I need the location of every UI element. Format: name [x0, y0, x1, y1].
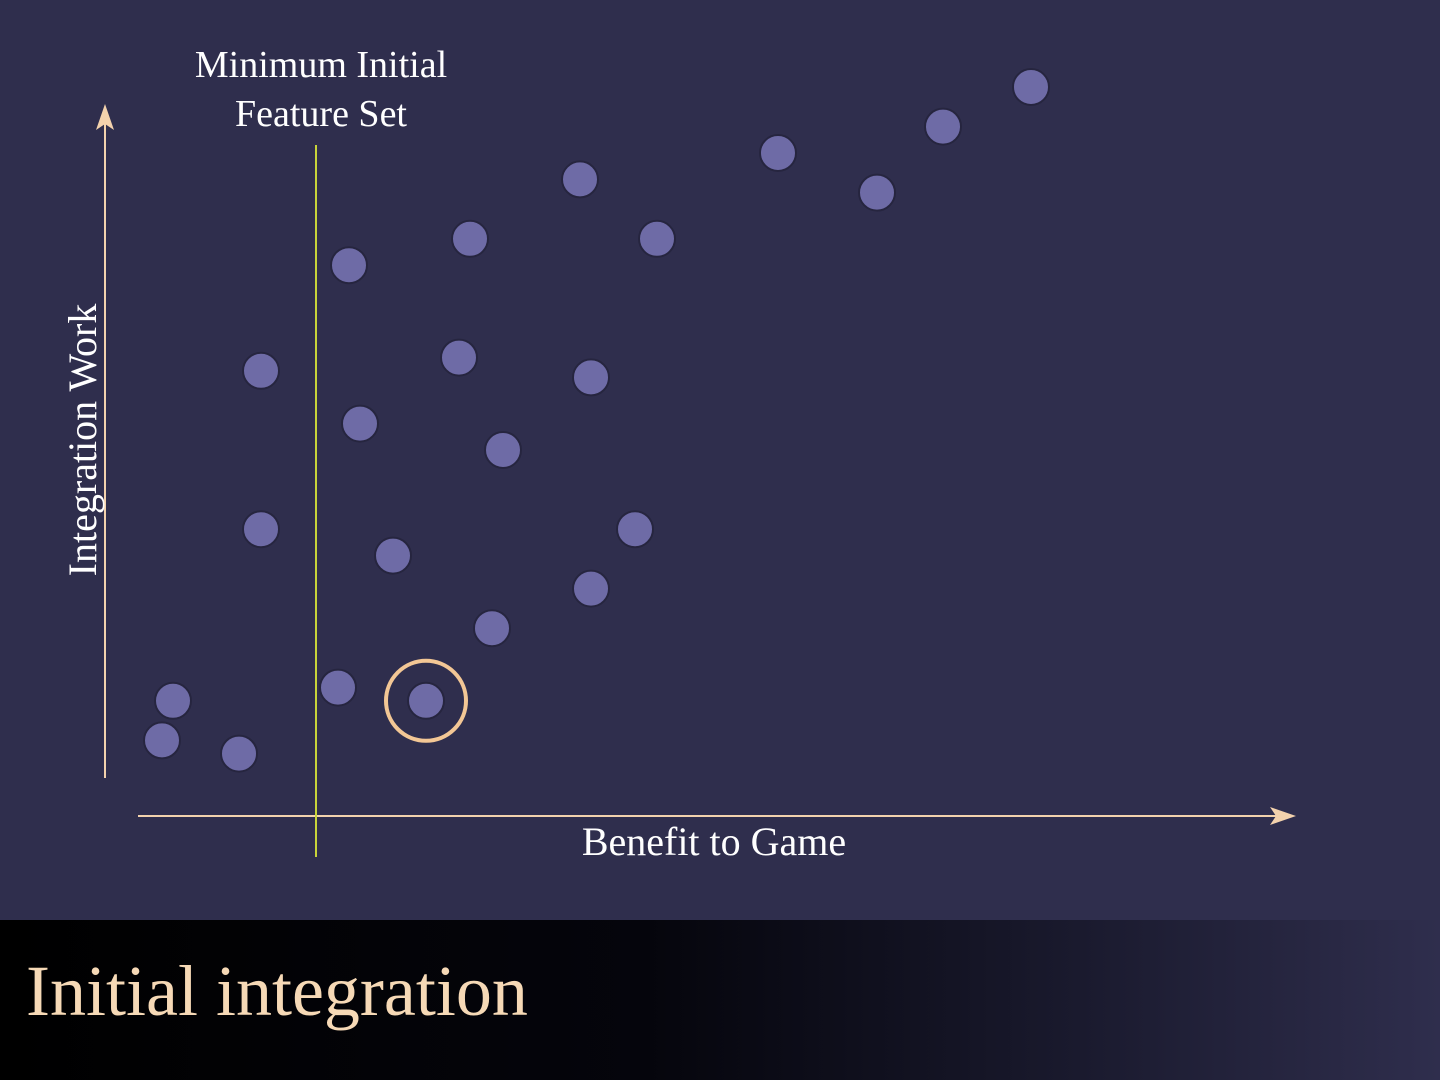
data-point [319, 668, 357, 707]
data-point [858, 173, 896, 212]
data-point [374, 536, 412, 575]
scatter-chart: Minimum Initial Feature Set Benefit to G… [60, 44, 1296, 864]
data-point [759, 134, 797, 172]
data-point [407, 681, 445, 720]
data-point [561, 160, 599, 199]
threshold-label-line-2: Feature Set [235, 93, 407, 135]
x-axis-arrow [1270, 807, 1296, 825]
x-axis-label: Benefit to Game [582, 819, 846, 864]
data-point [242, 351, 280, 390]
highlight-ring [384, 658, 468, 743]
y-axis-arrow [96, 104, 114, 130]
data-point [473, 609, 511, 648]
y-axis-label: Integration Work [60, 304, 105, 577]
data-point [440, 338, 478, 377]
data-point [924, 107, 962, 146]
data-point [572, 358, 610, 397]
data-point [572, 569, 610, 608]
slide-title: Initial integration [26, 951, 528, 1031]
data-points [143, 68, 1050, 773]
data-point [154, 681, 192, 720]
data-point [242, 510, 280, 549]
footer-bar [0, 920, 1440, 1080]
data-point [341, 404, 379, 443]
data-point [638, 219, 676, 258]
data-point [220, 734, 258, 773]
data-point [616, 510, 654, 549]
threshold-label-line-1: Minimum Initial [195, 44, 447, 86]
data-point [1012, 68, 1050, 106]
data-point [143, 721, 181, 760]
data-point [484, 431, 522, 469]
data-point [451, 219, 489, 258]
data-point [330, 246, 368, 285]
